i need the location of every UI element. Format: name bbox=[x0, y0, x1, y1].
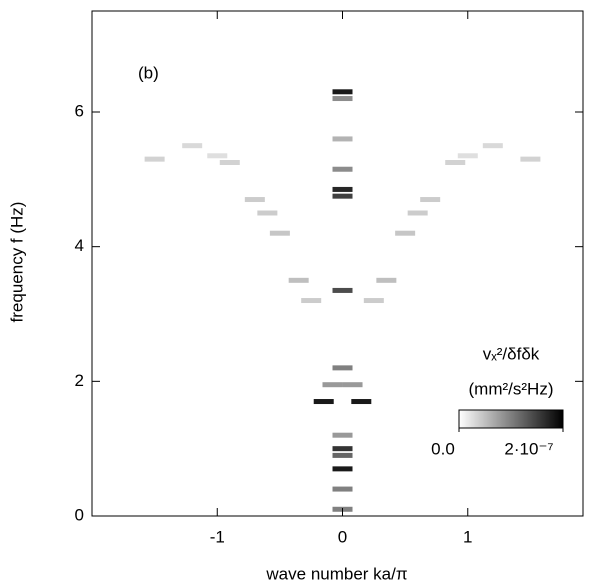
plot-frame bbox=[91, 10, 584, 517]
heat-cell bbox=[182, 143, 203, 149]
y-tick-label: 4 bbox=[75, 236, 84, 255]
heat-cell bbox=[301, 298, 322, 304]
heat-cell bbox=[520, 156, 541, 162]
heat-cell bbox=[144, 156, 165, 162]
x-tick-label: -1 bbox=[210, 527, 225, 546]
heat-cell bbox=[376, 277, 397, 283]
colorbar-units: (mm²/s²Hz) bbox=[469, 379, 554, 398]
heat-cell bbox=[207, 153, 228, 159]
y-tick-label: 0 bbox=[75, 505, 84, 524]
heat-cell bbox=[332, 166, 353, 172]
colorbar-tick-label: 0.0 bbox=[431, 439, 455, 458]
heat-cell bbox=[332, 96, 353, 102]
heat-cell bbox=[332, 365, 353, 371]
heat-cell bbox=[351, 399, 372, 405]
colorbar-title: vₓ²/δfδk bbox=[483, 344, 540, 363]
heat-cell bbox=[457, 153, 478, 159]
x-axis-label: wave number ka/π bbox=[265, 564, 407, 583]
heat-cell bbox=[313, 399, 334, 405]
colorbar bbox=[458, 409, 564, 429]
heat-cell bbox=[332, 446, 353, 452]
colorbar-tick-label: 2·10⁻⁷ bbox=[504, 439, 553, 458]
heat-cell bbox=[332, 287, 353, 293]
y-tick-label: 2 bbox=[75, 371, 84, 390]
heat-cell bbox=[482, 143, 503, 149]
heat-cell bbox=[257, 210, 278, 216]
heat-cell bbox=[332, 452, 353, 458]
heat-cell bbox=[332, 89, 353, 95]
heat-cell bbox=[244, 197, 265, 203]
heat-cell bbox=[420, 197, 441, 203]
y-tick-label: 6 bbox=[75, 101, 84, 120]
heat-cell bbox=[332, 136, 353, 142]
heat-cell bbox=[332, 432, 353, 438]
annotation: (b) bbox=[138, 63, 159, 82]
heat-cell bbox=[395, 230, 416, 236]
heat-cell bbox=[445, 160, 466, 165]
heat-cell bbox=[288, 277, 309, 283]
heat-cell bbox=[342, 382, 363, 388]
heat-cell bbox=[322, 382, 343, 388]
x-tick-label: 1 bbox=[463, 527, 472, 546]
heat-cell bbox=[407, 210, 428, 216]
y-axis-label: frequency f (Hz) bbox=[7, 202, 26, 323]
heat-cell bbox=[332, 186, 353, 192]
heat-cell bbox=[363, 298, 384, 304]
heat-cell bbox=[219, 160, 240, 165]
heat-cell bbox=[332, 193, 353, 199]
heat-cell bbox=[332, 466, 353, 472]
heat-cell bbox=[269, 230, 290, 236]
heat-cell bbox=[332, 486, 353, 492]
x-tick-label: 0 bbox=[338, 527, 347, 546]
